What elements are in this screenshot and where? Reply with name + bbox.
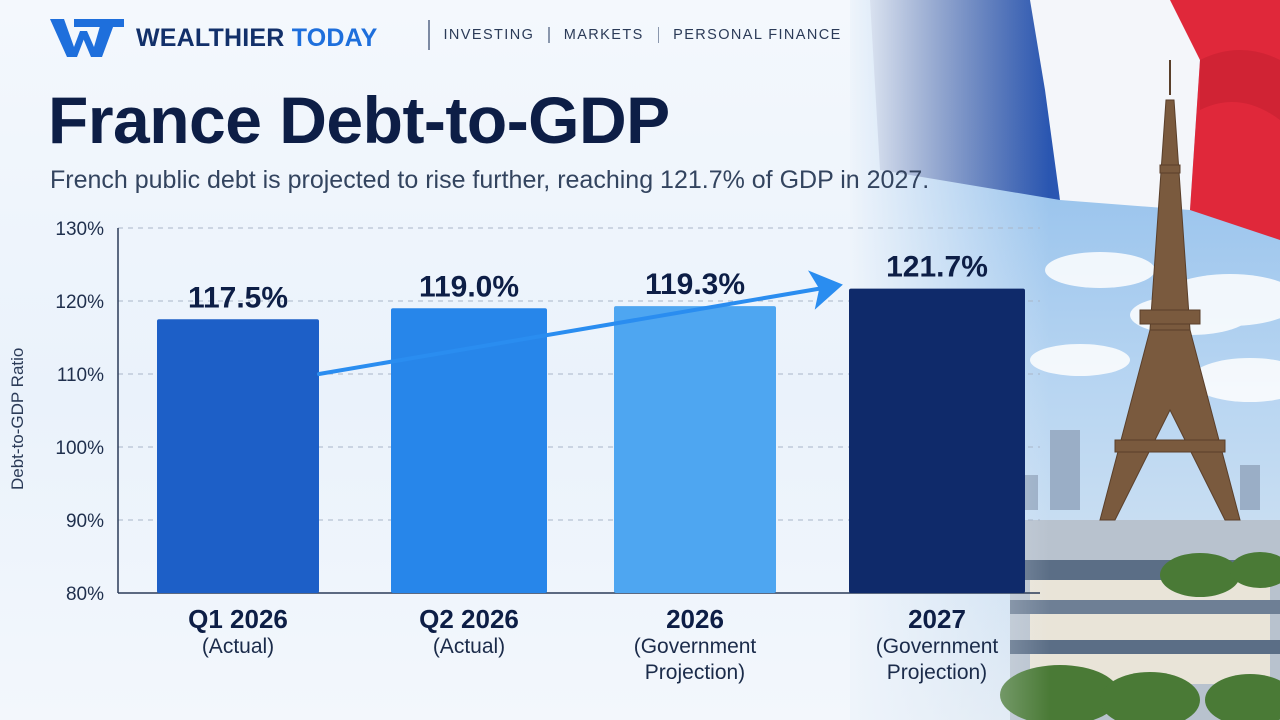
y-tick-label: 90% [66, 511, 104, 532]
brand[interactable]: WEALTHIER TODAY [50, 16, 377, 60]
nav-item-markets[interactable]: MARKETS [563, 27, 644, 43]
bar [614, 306, 776, 593]
bar-value-label: 121.7% [886, 251, 988, 284]
y-axis-label: Debt-to-GDP Ratio [8, 347, 27, 490]
category-note: (Actual) [432, 635, 506, 658]
page-title: France Debt-to-GDP [48, 83, 670, 157]
category-name: 2026 [666, 604, 724, 634]
bar [391, 308, 547, 593]
bar [157, 319, 319, 593]
y-tick-label: 120% [55, 292, 104, 313]
brand-logo-icon [50, 19, 124, 57]
nav-divider [657, 27, 660, 43]
bar-value-label: 117.5% [188, 281, 288, 314]
category-note: (Government Projection) [633, 635, 757, 684]
x-tick-label: Q2 2026 (Actual) [349, 604, 589, 660]
bar-value-label: 119.3% [645, 268, 745, 301]
category-name: Q1 2026 [188, 604, 288, 634]
bar-value-label: 119.0% [419, 270, 519, 303]
y-tick-label: 110% [57, 365, 104, 386]
category-name: Q2 2026 [419, 604, 519, 634]
y-tick-label: 100% [55, 438, 104, 459]
top-nav: INVESTING MARKETS PERSONAL FINANCE [428, 18, 842, 52]
category-name: 2027 [908, 604, 966, 634]
category-note: (Actual) [201, 635, 275, 658]
x-tick-label: 2027 (Government Projection) [817, 604, 1057, 686]
nav-divider [548, 27, 550, 43]
nav-item-personal-finance[interactable]: PERSONAL FINANCE [673, 27, 842, 43]
y-tick-label: 80% [66, 584, 104, 605]
x-tick-label: Q1 2026 (Actual) [118, 604, 358, 660]
nav-divider [428, 20, 430, 50]
category-note: (Government Projection) [875, 635, 999, 684]
nav-item-investing[interactable]: INVESTING [443, 27, 535, 43]
page-subtitle: French public debt is projected to rise … [50, 166, 930, 194]
y-tick-label: 130% [55, 219, 104, 240]
bar [849, 288, 1025, 593]
x-tick-label: 2026 (Government Projection) [575, 604, 815, 686]
brand-name: WEALTHIER TODAY [136, 23, 378, 52]
trend-arrow [317, 270, 843, 376]
